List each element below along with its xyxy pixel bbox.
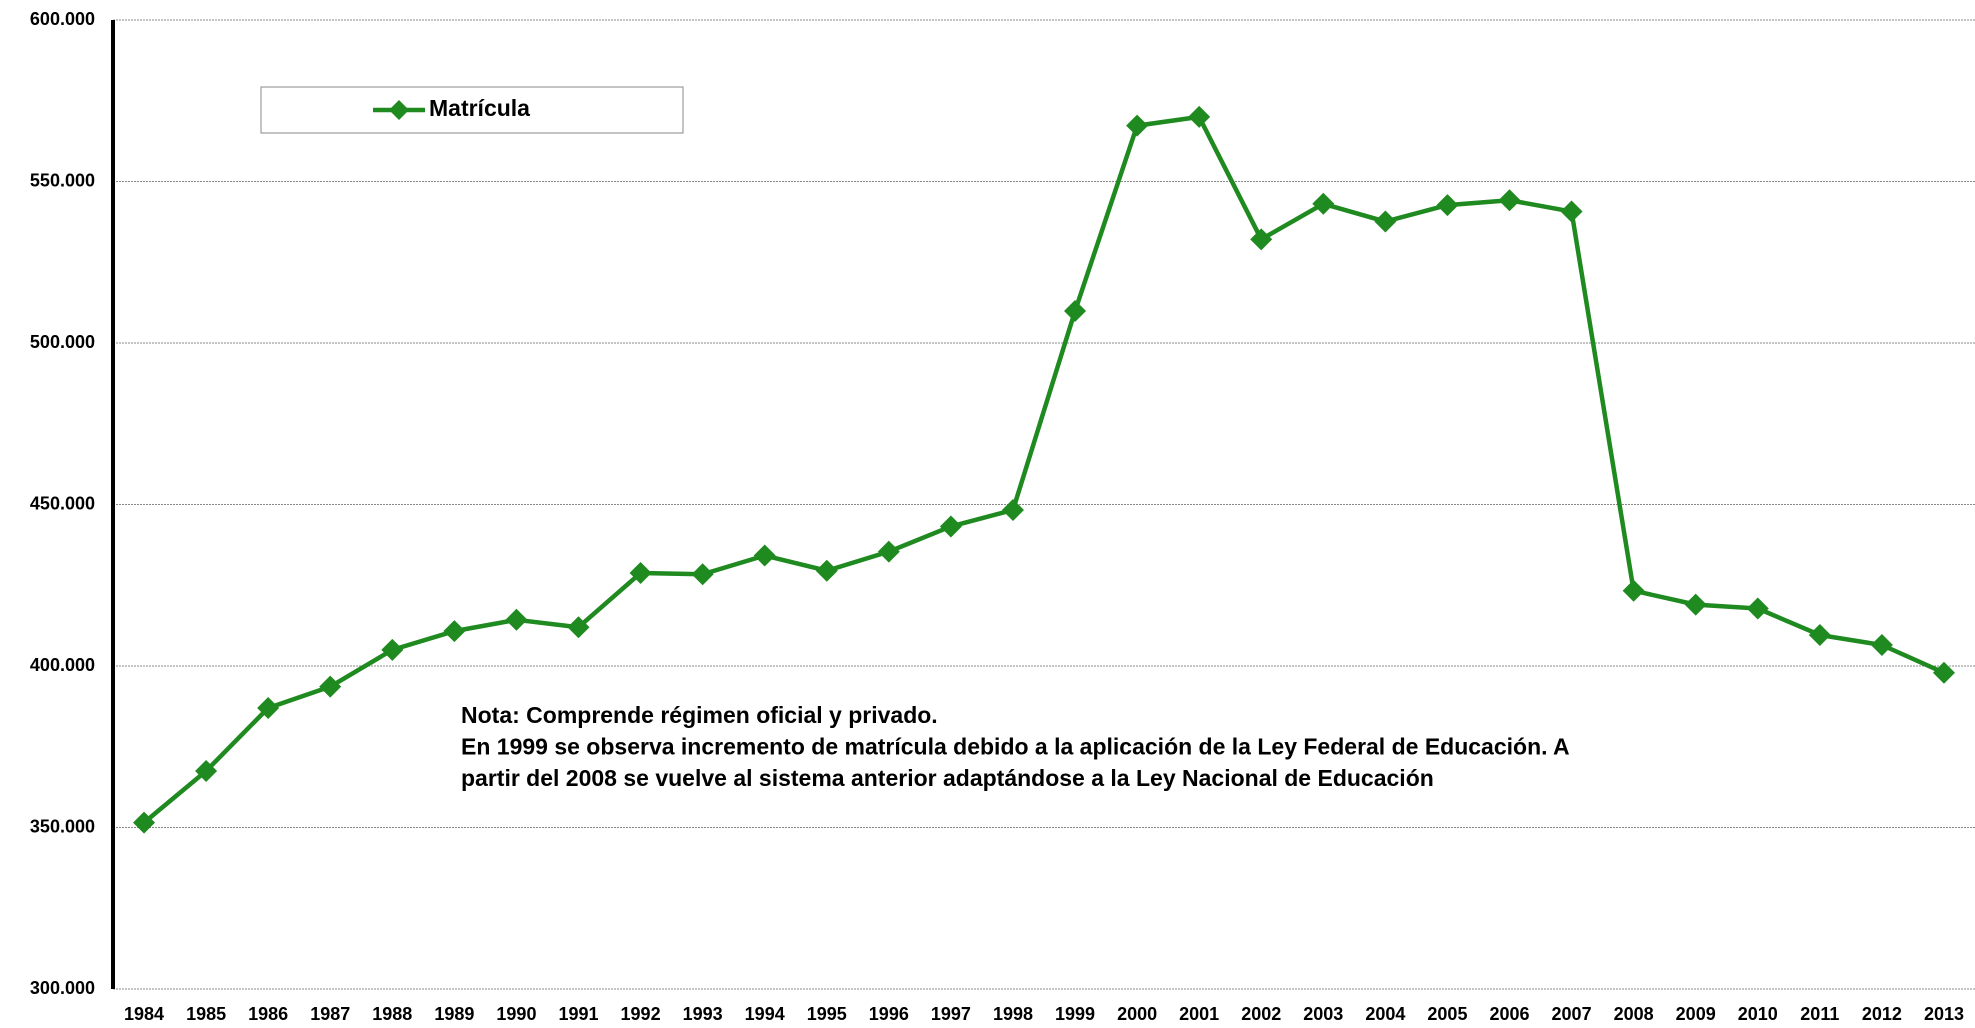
annotation: partir del 2008 se vuelve al sistema ant… — [461, 765, 1434, 791]
marker — [1188, 105, 1211, 128]
x-tick-label: 2000 — [1117, 1004, 1157, 1024]
x-tick-label: 1997 — [931, 1004, 971, 1024]
annotation: Nota: Comprende régimen oficial y privad… — [461, 702, 938, 728]
marker — [691, 563, 714, 586]
y-tick-label: 300.000 — [30, 978, 95, 998]
x-tick-label: 2006 — [1489, 1004, 1529, 1024]
x-tick-label: 2007 — [1552, 1004, 1592, 1024]
legend-marker — [389, 100, 409, 120]
y-tick-label: 350.000 — [30, 816, 95, 836]
x-tick-label: 1998 — [993, 1004, 1033, 1024]
x-tick-label: 2012 — [1862, 1004, 1902, 1024]
series-line — [142, 114, 1945, 825]
x-tick-label: 1995 — [807, 1004, 847, 1024]
marker — [1746, 597, 1769, 620]
marker — [1560, 200, 1583, 223]
marker — [1126, 114, 1149, 137]
marker — [257, 696, 280, 719]
marker — [567, 616, 590, 639]
x-tick-label: 2005 — [1427, 1004, 1467, 1024]
legend-label: Matrícula — [429, 95, 530, 121]
x-tick-label: 2009 — [1676, 1004, 1716, 1024]
marker — [319, 675, 342, 698]
marker — [1064, 300, 1087, 323]
x-tick-label: 1993 — [683, 1004, 723, 1024]
marker — [1684, 593, 1707, 616]
marker — [1622, 579, 1645, 602]
marker — [133, 811, 156, 834]
annotation: En 1999 se observa incremento de matrícu… — [461, 734, 1570, 760]
y-tick-label: 500.000 — [30, 332, 95, 352]
y-tick-label: 550.000 — [30, 170, 95, 190]
y-tick-label: 450.000 — [30, 493, 95, 513]
x-tick-label: 2004 — [1365, 1004, 1405, 1024]
x-tick-label: 1994 — [745, 1004, 785, 1024]
x-tick-label: 2011 — [1800, 1004, 1839, 1024]
x-tick-label: 1989 — [434, 1004, 474, 1024]
x-tick-label: 2010 — [1738, 1004, 1778, 1024]
y-tick-label: 600.000 — [30, 9, 95, 29]
x-tick-label: 1988 — [372, 1004, 412, 1024]
marker — [1374, 210, 1397, 233]
x-tick-label: 1985 — [186, 1004, 226, 1024]
marker — [1932, 661, 1955, 684]
x-tick-label: 2003 — [1303, 1004, 1343, 1024]
marker — [1001, 498, 1024, 521]
marker — [1870, 634, 1893, 657]
marker — [505, 608, 528, 631]
marker — [1808, 623, 1831, 646]
marker — [753, 544, 776, 567]
marker — [1436, 194, 1459, 217]
y-tick-label: 400.000 — [30, 655, 95, 675]
x-tick-label: 1986 — [248, 1004, 288, 1024]
x-tick-label: 2013 — [1924, 1004, 1964, 1024]
marker — [1498, 189, 1521, 212]
x-tick-label: 2008 — [1614, 1004, 1654, 1024]
x-tick-label: 1999 — [1055, 1004, 1095, 1024]
x-tick-label: 1984 — [124, 1004, 164, 1024]
marker — [443, 620, 466, 643]
x-tick-label: 1991 — [558, 1004, 598, 1024]
marker — [381, 638, 404, 661]
marker — [815, 559, 838, 582]
x-tick-label: 2001 — [1179, 1004, 1219, 1024]
x-tick-label: 1987 — [310, 1004, 350, 1024]
legend-box — [260, 86, 684, 134]
x-tick-label: 1992 — [621, 1004, 661, 1024]
marker — [195, 759, 218, 782]
x-tick-label: 2002 — [1241, 1004, 1281, 1024]
x-tick-label: 1990 — [496, 1004, 536, 1024]
x-tick-label: 1996 — [869, 1004, 909, 1024]
marker — [1312, 192, 1335, 215]
marker — [1250, 228, 1273, 251]
marker — [939, 515, 962, 538]
marker — [877, 540, 900, 563]
marker — [629, 561, 652, 584]
